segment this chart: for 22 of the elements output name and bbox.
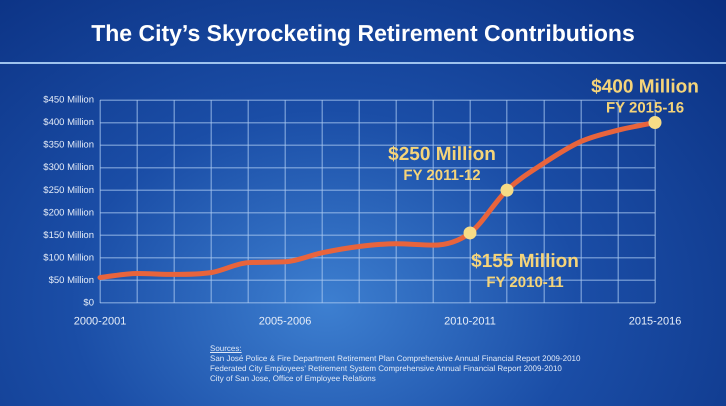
- x-tick-label: 2015-2016: [628, 315, 682, 328]
- chart-title: The City’s Skyrocketing Retirement Contributions: [90, 20, 636, 47]
- y-tick-label: $200 Million: [43, 207, 94, 218]
- x-tick-label: 2010-2011: [444, 315, 496, 328]
- y-tick-label: $400 Million: [43, 117, 94, 128]
- y-tick-label: $350 Million: [43, 140, 94, 151]
- text: City of San Jose, Office of Employee Relations: [210, 374, 377, 384]
- y-tick-label: $100 Million: [43, 252, 94, 264]
- y-tick-label: $450 Million: [43, 94, 94, 106]
- x-tick-label: 2005-2006: [258, 315, 312, 328]
- y-tick-label: $0: [83, 297, 94, 308]
- data-label: $250 Million FY 2011-12: [388, 144, 496, 184]
- y-tick-label: $50 Million: [48, 274, 94, 286]
- text: San José Police & Fire Department Retirement Plan Comprehensive Annual Financial Report 2009-2010: [210, 354, 580, 364]
- source-note: Sources:: [210, 344, 243, 354]
- y-tick-label: $300 Million: [43, 162, 94, 174]
- data-label: $400 Million FY 2015-16: [591, 76, 699, 117]
- text: Federated City Employees’ Retirement System Comprehensive Annual Financial Report 2009-2010: [210, 364, 563, 374]
- y-tick-label: $150 Million: [43, 230, 94, 241]
- data-label: $155 Million FY 2010-11: [471, 250, 579, 291]
- y-tick-label: $250 Million: [43, 184, 94, 196]
- x-tick-label: 2000-2001: [74, 315, 126, 328]
